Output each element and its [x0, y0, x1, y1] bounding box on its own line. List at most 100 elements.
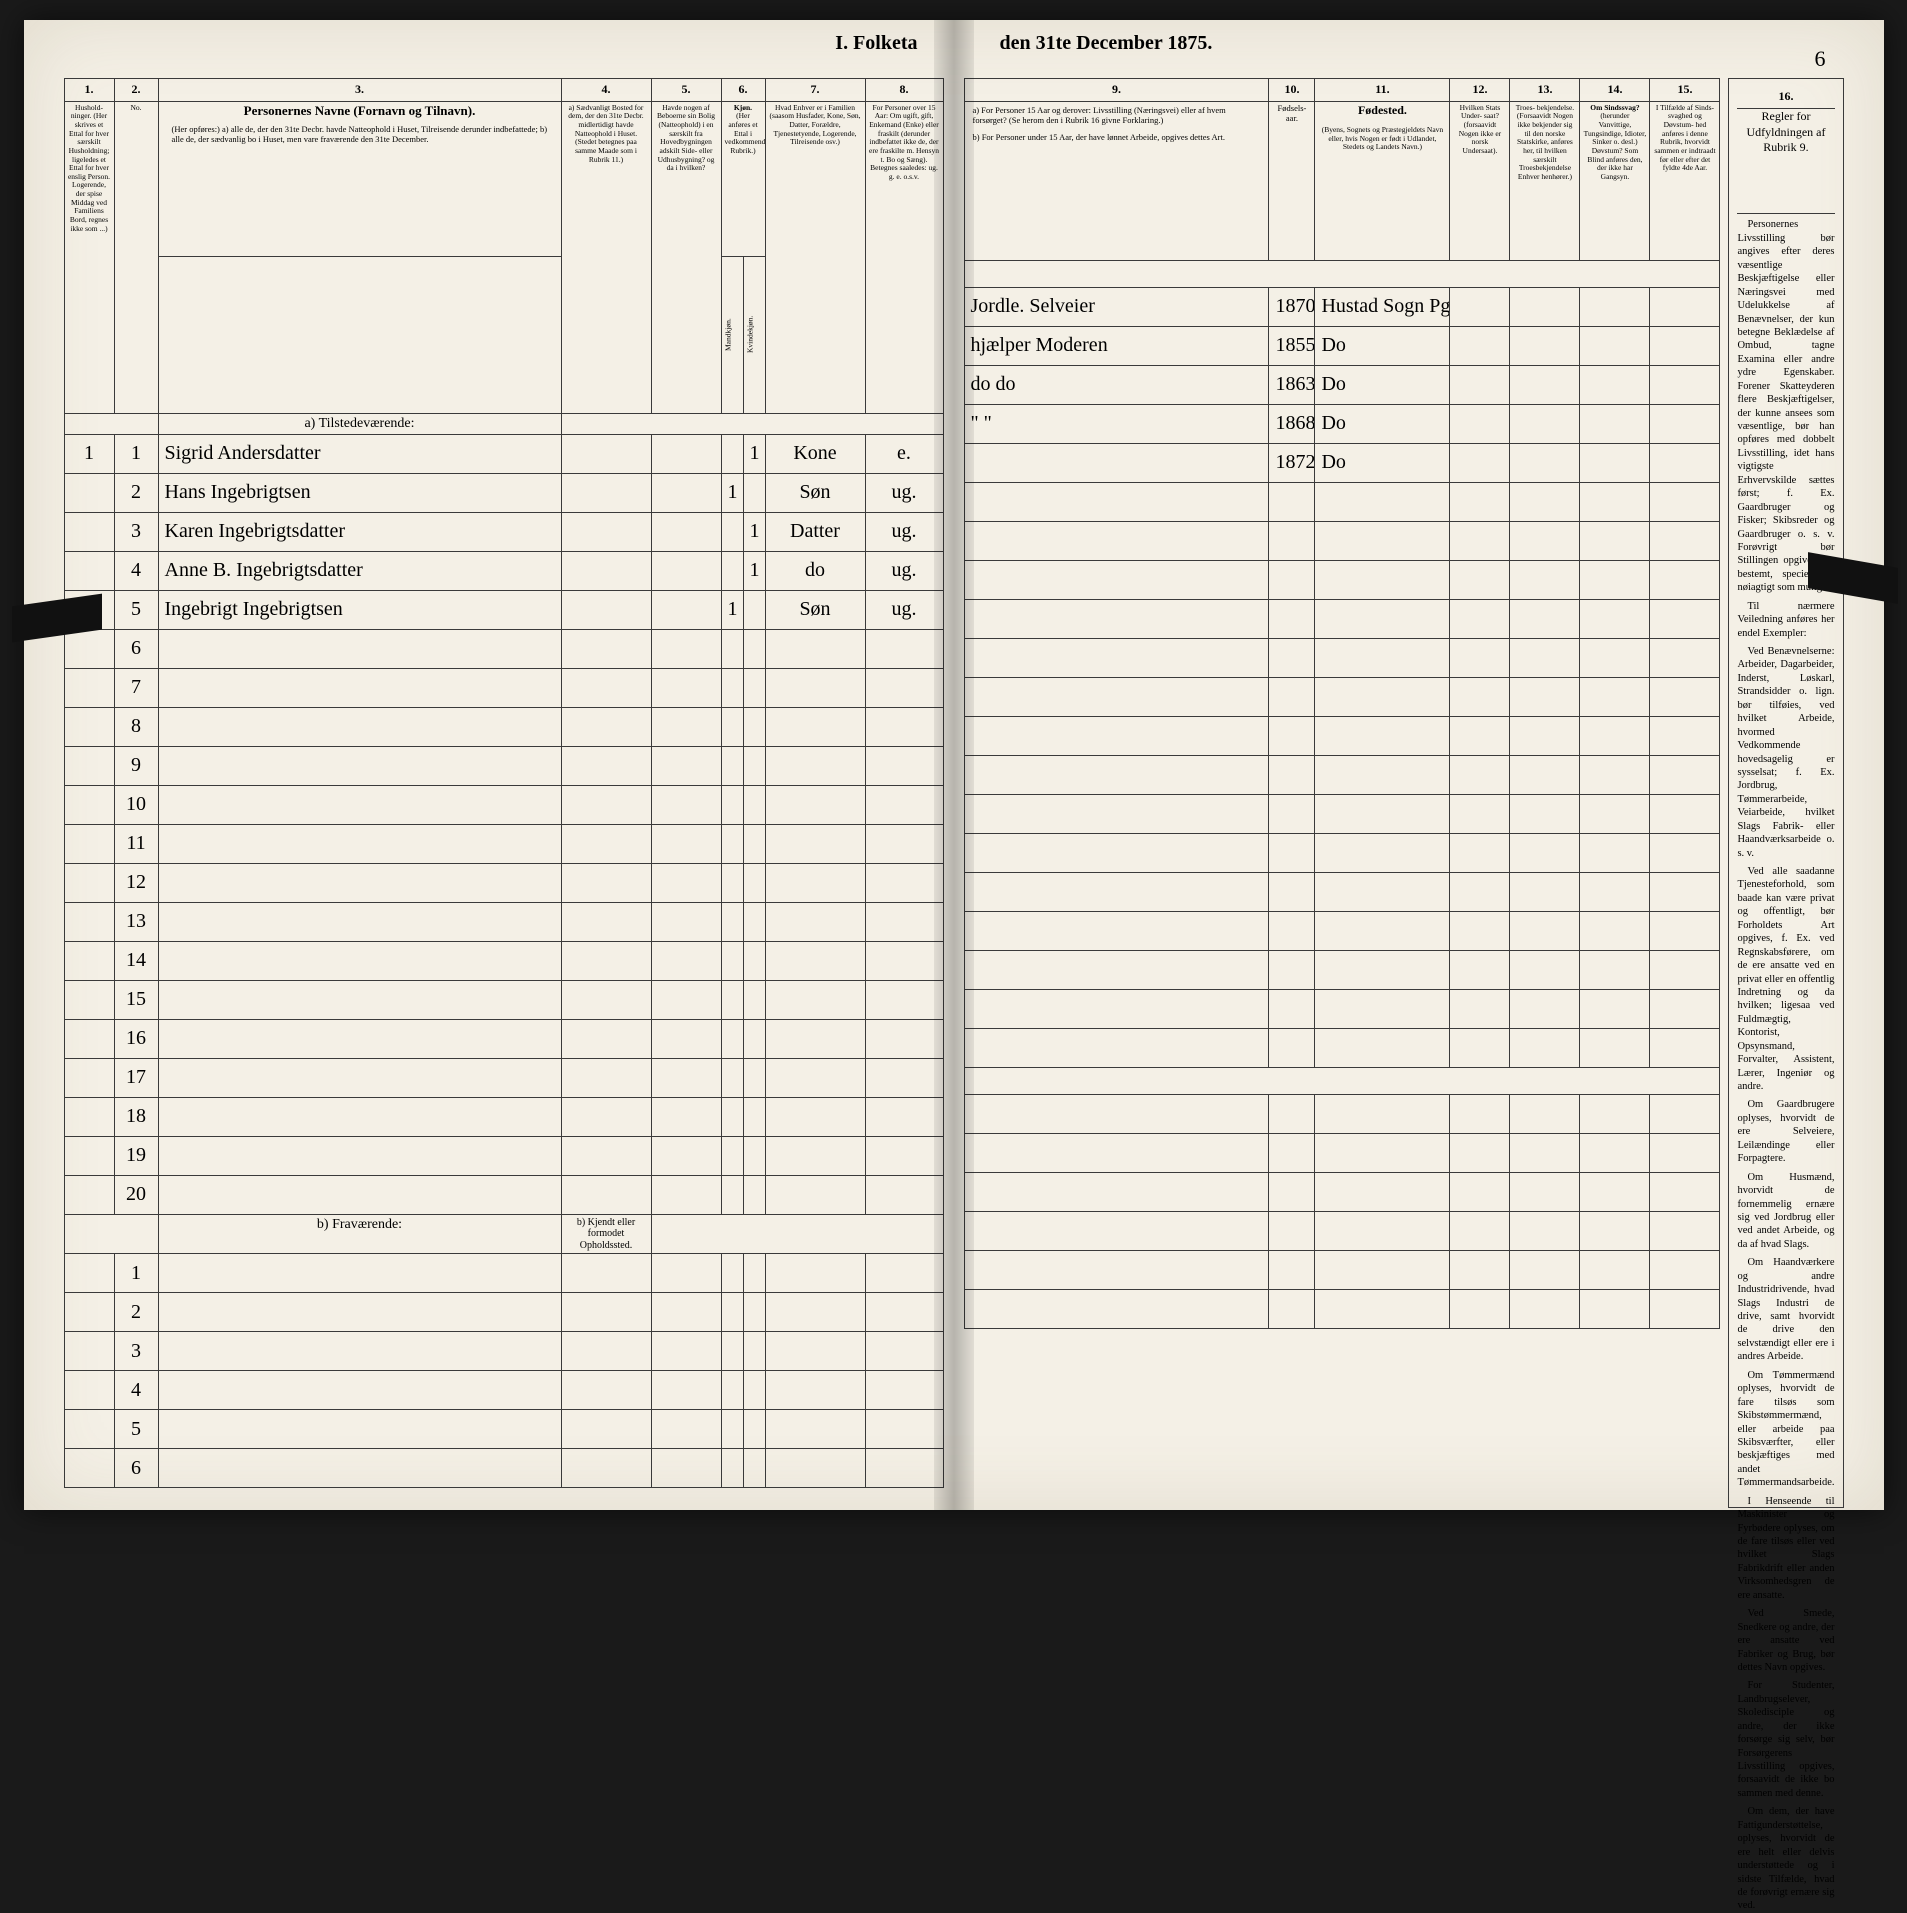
- table-row: [964, 755, 1720, 794]
- table-row: [964, 989, 1720, 1028]
- page-number: 6: [1815, 46, 1826, 72]
- table-row: [964, 950, 1720, 989]
- table-row: 7: [64, 668, 943, 707]
- head-2: No.: [114, 101, 158, 413]
- head-9a: a) For Personer 15 Aar og derover: Livss…: [973, 106, 1261, 126]
- left-page: I. Folketa 1. 2. 3. 4. 5. 6. 7. 8. Husho…: [24, 20, 954, 1510]
- book-spread: I. Folketa 1. 2. 3. 4. 5. 6. 7. 8. Husho…: [24, 20, 1884, 1510]
- table-row: [964, 1250, 1720, 1289]
- table-row: [964, 1028, 1720, 1067]
- rules-paragraph: Til nærmere Veiledning anføres her endel…: [1737, 600, 1834, 640]
- head-11: Fødested. (Byens, Sognets og Præstegjeld…: [1315, 101, 1450, 260]
- table-row: 4Anne B. Ingebrigtsdatter1doug.: [64, 551, 943, 590]
- table-row: 15: [64, 980, 943, 1019]
- table-row: [964, 1094, 1720, 1133]
- col-4: 4.: [561, 79, 651, 102]
- head-11-sub: (Byens, Sognets og Præstegjeldets Navn e…: [1322, 125, 1443, 151]
- table-row: [964, 638, 1720, 677]
- table-row: 12: [64, 863, 943, 902]
- table-row: [964, 1211, 1720, 1250]
- table-row: [964, 599, 1720, 638]
- table-row: [964, 1289, 1720, 1328]
- table-row: 19: [64, 1136, 943, 1175]
- table-row: 4: [64, 1371, 943, 1410]
- col-15: 15.: [1650, 79, 1720, 102]
- rules-paragraph: Om Husmænd, hvorvidt de fornemmelig ernæ…: [1737, 1171, 1834, 1252]
- table-row: [964, 1172, 1720, 1211]
- head-14-sub: (herunder Vanvittige, Tungsindige, Idiot…: [1584, 111, 1647, 180]
- section-a: a) Tilstedeværende:: [158, 413, 561, 434]
- col-9: 9.: [964, 79, 1269, 102]
- table-row: 6: [64, 629, 943, 668]
- head-12-title: Hvilken Stats Under- saat?: [1460, 103, 1501, 121]
- col-10: 10.: [1269, 79, 1315, 102]
- head-12: Hvilken Stats Under- saat? (forsaavidt N…: [1450, 101, 1510, 260]
- rules-paragraph: I Henseende til Maskinister og Fyrbødere…: [1737, 1495, 1834, 1603]
- census-table-left: 1. 2. 3. 4. 5. 6. 7. 8. Hushold- ninger.…: [64, 78, 944, 1488]
- col-13: 13.: [1510, 79, 1580, 102]
- head-6-sub: (Her anføres et Ettal i vedkommende Rubr…: [725, 111, 766, 155]
- table-row: 5Ingebrigt Ingebrigtsen1Sønug.: [64, 590, 943, 629]
- table-row: [964, 872, 1720, 911]
- head-14: Om Sindssvag? (herunder Vanvittige, Tung…: [1580, 101, 1650, 260]
- head-9: a) For Personer 15 Aar og derover: Livss…: [964, 101, 1269, 260]
- table-row: [964, 1133, 1720, 1172]
- table-row: [964, 560, 1720, 599]
- col-8: 8.: [865, 79, 943, 102]
- section-b-right: b) Kjendt eller formodet Opholdssted.: [561, 1214, 651, 1254]
- right-page: den 31te December 1875. 6 9. 10. 11. 12.…: [954, 20, 1884, 1510]
- head-8: For Personer over 15 Aar: Om ugift, gift…: [865, 101, 943, 413]
- table-row: 3: [64, 1332, 943, 1371]
- col-1: 1.: [64, 79, 114, 102]
- col-16: 16.: [1737, 85, 1834, 109]
- title-left: I. Folketa: [835, 32, 917, 55]
- head-4: a) Sædvanligt Bosted for dem, der den 31…: [561, 101, 651, 413]
- table-row: [964, 794, 1720, 833]
- table-row: " "1868Do: [964, 404, 1720, 443]
- table-row: 13: [64, 902, 943, 941]
- head-13-sub: (Forsaavidt Nogen ikke bekjender sig til…: [1517, 111, 1573, 180]
- table-row: Jordle. Selveier1870Hustad Sogn Pgd.: [964, 287, 1720, 326]
- table-row: 14: [64, 941, 943, 980]
- table-row: 6: [64, 1449, 943, 1488]
- head-5: Havde nogen af Beboerne sin Bolig (Natte…: [651, 101, 721, 413]
- table-row: 18: [64, 1097, 943, 1136]
- table-row: 2: [64, 1293, 943, 1332]
- table-row: do do1863Do: [964, 365, 1720, 404]
- head-9b: b) For Personer under 15 Aar, der have l…: [973, 133, 1261, 143]
- col-14: 14.: [1580, 79, 1650, 102]
- table-row: 1: [64, 1254, 943, 1293]
- rules-paragraph: Ved Benævnelserne: Arbeider, Dagarbeider…: [1737, 645, 1834, 860]
- col-12: 12.: [1450, 79, 1510, 102]
- rules-paragraph: Ved Smede, Snedkere og andre, der ere an…: [1737, 1607, 1834, 1674]
- head-7: Hvad Enhver er i Familien (saasom Husfad…: [765, 101, 865, 413]
- head-3-title: Personernes Navne (Fornavn og Tilnavn). …: [158, 101, 561, 256]
- rules-column: 16. Regler for Udfyldningen af Rubrik 9.…: [1728, 78, 1843, 1508]
- census-table-right: 9. 10. 11. 12. 13. 14. 15. a) For Person…: [964, 78, 1721, 1329]
- table-row: 9: [64, 746, 943, 785]
- rules-paragraph: Om Gaardbrugere oplyses, hvorvidt de ere…: [1737, 1098, 1834, 1165]
- head-6: Kjøn. (Her anføres et Ettal i vedkommend…: [721, 101, 765, 256]
- col-2: 2.: [114, 79, 158, 102]
- rules-paragraph: Om Haandværkere og andre Industridrivend…: [1737, 1256, 1834, 1364]
- table-row: [964, 521, 1720, 560]
- table-row: 1872Do: [964, 443, 1720, 482]
- rules-paragraph: Personernes Livsstilling bør angives eft…: [1737, 218, 1834, 594]
- table-row: 10: [64, 785, 943, 824]
- table-row: [964, 716, 1720, 755]
- table-row: 16: [64, 1019, 943, 1058]
- table-row: 2Hans Ingebrigtsen1Sønug.: [64, 473, 943, 512]
- head-10: Fødsels- aar.: [1269, 101, 1315, 260]
- table-row: 3Karen Ingebrigtsdatter1Datterug.: [64, 512, 943, 551]
- head-3-sub: (Her opføres:) a) alle de, der den 31te …: [162, 125, 558, 145]
- col-11: 11.: [1315, 79, 1450, 102]
- table-row: 17: [64, 1058, 943, 1097]
- col-3: 3.: [158, 79, 561, 102]
- col-5: 5.: [651, 79, 721, 102]
- table-row: 11Sigrid Andersdatter1Konee.: [64, 434, 943, 473]
- table-row: 11: [64, 824, 943, 863]
- col-7: 7.: [765, 79, 865, 102]
- table-row: [964, 677, 1720, 716]
- table-row: [964, 833, 1720, 872]
- table-row: 8: [64, 707, 943, 746]
